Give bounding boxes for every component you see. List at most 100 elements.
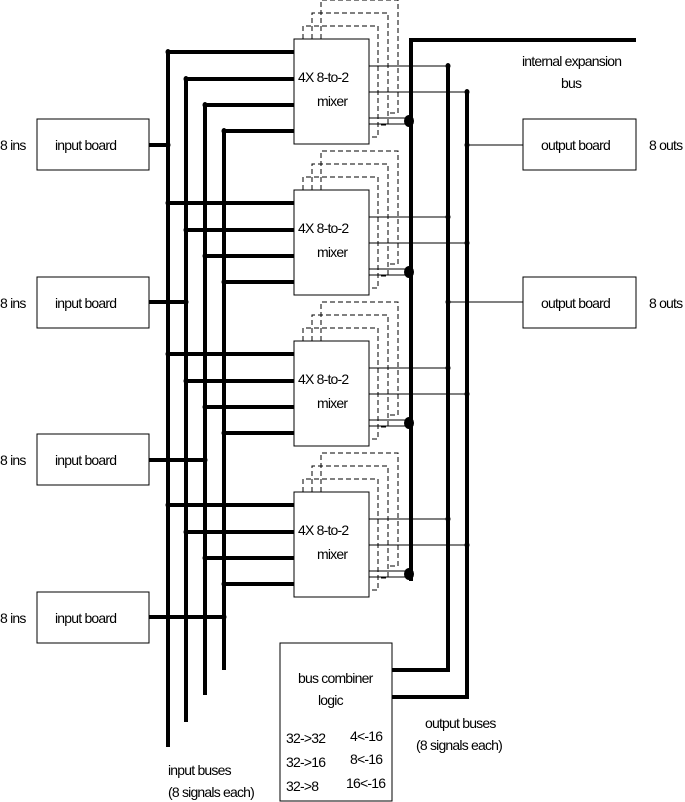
output-board-box <box>522 276 637 329</box>
wires <box>149 0 636 747</box>
output-count-label: 8 outs <box>649 137 683 153</box>
junction-dot <box>445 63 451 69</box>
output-bus-line <box>392 92 469 699</box>
junction-dot <box>445 516 451 522</box>
mixer-title: 4X 8-to-2 <box>298 522 349 538</box>
junction-dot <box>445 214 451 220</box>
junction-dot <box>165 200 171 206</box>
cascade-dashed-line <box>320 452 399 567</box>
combiner-mode: 8<-16 <box>350 751 383 767</box>
input-board-box <box>36 118 150 171</box>
junction-dot <box>202 102 208 108</box>
junction-dot <box>221 430 227 436</box>
input-board-label: input board <box>55 137 116 153</box>
output-board-box <box>522 118 637 171</box>
output-board-1: output board 8 outs <box>541 137 684 153</box>
junction-dot <box>183 299 189 305</box>
mixer-title: 4X 8-to-2 <box>298 69 349 85</box>
cascade-dashed-line <box>311 12 389 126</box>
junction-dot <box>221 128 227 134</box>
junction-dot <box>165 351 171 357</box>
combiner-title: bus combiner <box>298 670 374 686</box>
junction-dot <box>464 142 470 148</box>
expansion-bus-label-line2: bus <box>561 75 582 91</box>
junction-dot <box>464 542 470 548</box>
cascade-dashed-line <box>302 25 379 138</box>
expansion-junction-dot <box>404 568 414 580</box>
mixer-subtitle: mixer <box>317 93 348 109</box>
input-board-box <box>36 433 150 486</box>
expansion-bus-label: internal expansion bus <box>522 53 622 91</box>
junction-dot <box>183 378 189 384</box>
junction-dot <box>202 253 208 259</box>
input-board-box <box>36 591 150 644</box>
junction-dot <box>464 240 470 246</box>
combiner-subtitle: logic <box>318 692 344 708</box>
boxes <box>36 38 637 802</box>
junction-dot <box>464 391 470 397</box>
junction-dot <box>183 76 189 82</box>
cascade-dashed-line <box>311 314 389 428</box>
expansion-bus-label-line1: internal expansion <box>522 53 621 69</box>
mixer-subtitle: mixer <box>317 395 348 411</box>
junction-dot <box>445 299 451 305</box>
output-buses-label-line1: output buses <box>425 715 496 731</box>
expansion-junction-dot <box>404 266 414 278</box>
input-board-label: input board <box>55 610 116 626</box>
junction-dot <box>165 142 171 148</box>
cascade-dashed-line <box>302 176 379 289</box>
input-count-label: 8 ins <box>0 295 26 311</box>
mixer-box <box>293 38 370 145</box>
input-count-label: 8 ins <box>0 610 26 626</box>
junction-dot <box>183 227 189 233</box>
input-buses-label-line1: input buses <box>168 762 232 778</box>
output-buses-label-line2: (8 signals each) <box>416 737 502 753</box>
mixer-subtitle: mixer <box>317 546 348 562</box>
junction-dot <box>202 404 208 410</box>
input-buses-label: input buses (8 signals each) <box>168 762 255 800</box>
cascade-dashed-line <box>302 478 379 591</box>
cascade-dashed-line <box>311 465 389 579</box>
output-board-label: output board <box>541 137 610 153</box>
input-board-label: input board <box>55 295 116 311</box>
output-board-label: output board <box>541 295 610 311</box>
mixer-title: 4X 8-to-2 <box>298 371 349 387</box>
junction-dot <box>202 555 208 561</box>
junction-dot <box>221 581 227 587</box>
internal-expansion-bus-line <box>409 38 636 581</box>
cascade-dashed-line <box>302 327 379 440</box>
mixer-2: 4X 8-to-2 mixer <box>298 220 350 260</box>
input-board-3: 8 ins input board <box>0 452 117 468</box>
junction-dot <box>165 49 171 55</box>
output-bus-line <box>392 66 450 672</box>
combiner-mode: 4<-16 <box>350 728 383 744</box>
combiner-mode: 32->16 <box>286 754 326 770</box>
input-board-1: 8 ins input board <box>0 137 117 153</box>
expansion-junction-dot <box>404 417 414 429</box>
mixer-subtitle: mixer <box>317 244 348 260</box>
input-board-2: 8 ins input board <box>0 295 117 311</box>
input-count-label: 8 ins <box>0 452 26 468</box>
junction-dot <box>183 529 189 535</box>
junction-dot <box>202 457 208 463</box>
mixer-4: 4X 8-to-2 mixer <box>298 522 350 562</box>
junction-dot <box>221 614 227 620</box>
cascade-dashed-line <box>311 163 389 277</box>
input-count-label: 8 ins <box>0 137 26 153</box>
input-buses-label-line2: (8 signals each) <box>168 784 254 800</box>
mixer-title: 4X 8-to-2 <box>298 220 349 236</box>
bus-combiner: bus combiner logic 32->32 32->16 32->8 4… <box>286 670 387 794</box>
mixer-box <box>293 340 370 447</box>
cascade-dashed-line <box>320 150 399 265</box>
junction-dot <box>445 365 451 371</box>
input-board-4: 8 ins input board <box>0 610 117 626</box>
mixer-3: 4X 8-to-2 mixer <box>298 371 350 411</box>
input-board-label: input board <box>55 452 116 468</box>
mixer-1: 4X 8-to-2 mixer <box>298 69 350 109</box>
junction-dot <box>221 279 227 285</box>
combiner-mode: 16<-16 <box>346 775 386 791</box>
cascade-dashed-line <box>320 301 399 416</box>
bus-combiner-box <box>279 642 393 802</box>
output-buses-label: output buses (8 signals each) <box>416 715 503 753</box>
